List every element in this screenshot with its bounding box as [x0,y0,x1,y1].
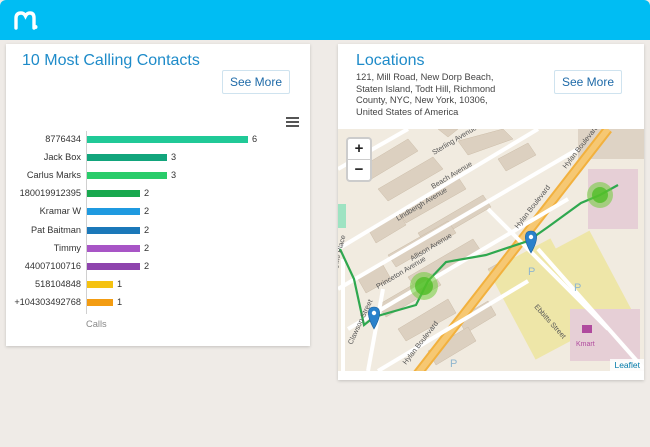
category-label: Timmy [53,242,81,253]
bar[interactable] [86,226,140,234]
location-map[interactable]: P P P Kmart Sterling Avenue Beach Avenue… [338,129,644,371]
bar-value-label: 1 [117,278,123,289]
location-address: 121, Mill Road, New Dorp Beach, Staten I… [356,72,496,117]
category-label: +104303492768 [14,296,81,307]
category-label: Pat Baitman [30,224,81,235]
svg-text:P: P [528,266,535,278]
bar-value-label: 2 [144,224,150,235]
bar-value-label: 3 [171,152,177,163]
see-more-calls-button[interactable]: See More [222,70,290,94]
calls-card: 10 Most Calling Contacts See More 877643… [6,44,310,346]
see-more-locations-button[interactable]: See More [554,70,622,94]
bar-value-label: 1 [117,296,123,307]
bar-value-label: 2 [144,260,150,271]
bar[interactable] [86,172,167,180]
x-axis-title: Calls [86,319,107,329]
hamburger-menu-icon[interactable] [286,115,300,133]
category-label: 8776434 [45,134,81,144]
bar[interactable] [86,136,248,143]
bar[interactable] [86,190,140,198]
svg-text:P: P [574,282,581,294]
leaflet-attribution-link[interactable]: Leaflet [610,359,644,371]
map-zoom-control: + − [346,137,372,182]
bar[interactable] [86,208,140,216]
bar[interactable] [86,298,113,306]
category-label: Kramar W [39,206,81,217]
bar[interactable] [86,244,140,252]
svg-text:Kmart: Kmart [576,341,595,348]
bar[interactable] [86,262,140,270]
bar-value-label: 2 [144,206,150,217]
mobikin-logo[interactable] [14,10,38,35]
category-label: 180019912395 [19,188,81,199]
bar[interactable] [86,280,113,288]
top-bar [0,0,650,40]
zoom-out-button[interactable]: − [354,161,364,178]
locations-card-title: Locations [356,52,425,69]
zoom-divider [348,159,370,160]
category-label: Jack Box [43,152,81,163]
y-axis-line [86,131,87,314]
zoom-in-button[interactable]: + [354,140,364,157]
locations-card: Locations 121, Mill Road, New Dorp Beach… [338,44,644,380]
map-tiles: P P P Kmart Sterling Avenue Beach Avenue… [338,129,644,371]
calls-bar-chart: 8776434 6 Jack Box 3 Carlus Marks 3 1800199123… [6,44,310,346]
bar-value-label: 6 [252,134,258,144]
category-label: 518104848 [35,278,81,289]
category-label: 44007100716 [24,260,81,271]
calls-card-title: 10 Most Calling Contacts [22,52,200,69]
bar[interactable] [86,154,167,162]
bar-value-label: 3 [171,170,177,181]
svg-text:P: P [450,358,457,370]
category-label: Carlus Marks [26,170,81,181]
bar-value-label: 2 [144,242,150,253]
bar-value-label: 2 [144,188,150,199]
